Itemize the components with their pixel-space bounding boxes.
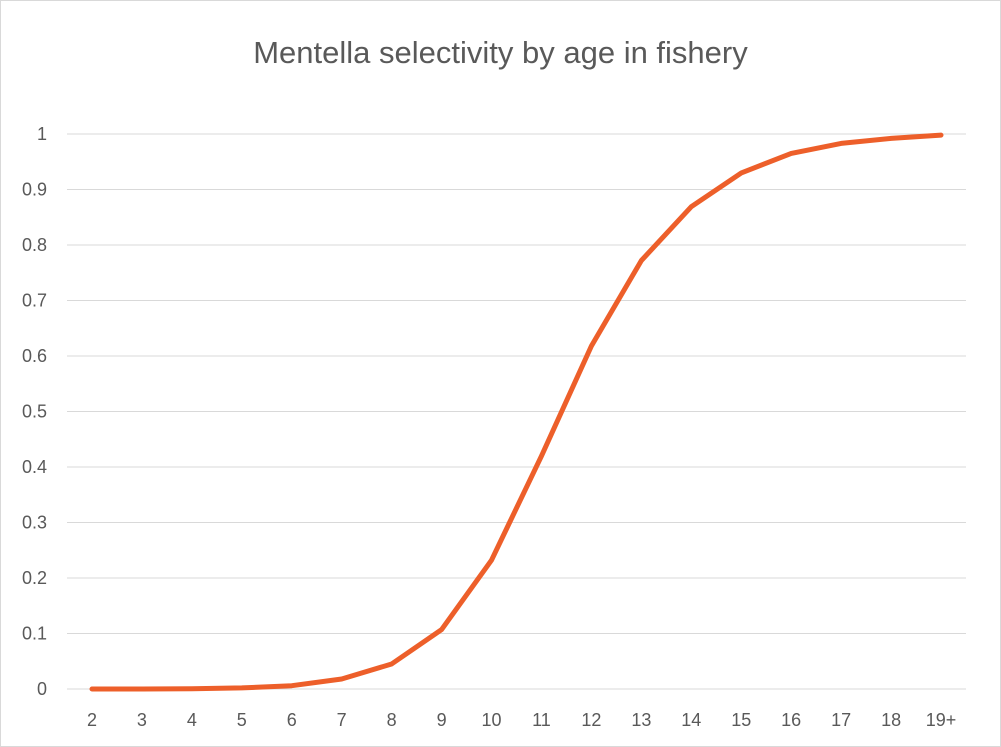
x-tick-label: 17	[831, 710, 851, 730]
series-layer	[89, 132, 944, 692]
y-tick-label: 0.7	[22, 291, 47, 311]
y-tick-label: 0.2	[22, 568, 47, 588]
y-tick-label: 0.6	[22, 346, 47, 366]
y-tick-label: 0.1	[22, 624, 47, 644]
series-line-0	[89, 132, 944, 692]
x-tick-label: 9	[437, 710, 447, 730]
x-axis-ticks: 2 3 4 5 6 7 8 9 10 11 12 13 14 15 16 17 18 19+	[87, 710, 956, 730]
gridlines	[67, 133, 966, 690]
x-tick-label: 15	[731, 710, 751, 730]
x-tick-label: 8	[387, 710, 397, 730]
x-tick-label: 5	[237, 710, 247, 730]
x-tick-label: 13	[631, 710, 651, 730]
x-tick-label: 18	[881, 710, 901, 730]
x-tick-label: 10	[482, 710, 502, 730]
y-tick-label: 0.4	[22, 457, 47, 477]
y-tick-label: 1	[37, 124, 47, 144]
y-tick-label: 0.5	[22, 402, 47, 422]
y-tick-label: 0	[37, 679, 47, 699]
x-tick-label: 7	[337, 710, 347, 730]
x-tick-label: 2	[87, 710, 97, 730]
chart-title: Mentella selectivity by age in fishery	[253, 35, 748, 70]
x-tick-label: 12	[581, 710, 601, 730]
y-axis-ticks: 0 0.1 0.2 0.3 0.4 0.5 0.6 0.7 0.8 0.9 1	[22, 124, 47, 699]
x-tick-label: 3	[137, 710, 147, 730]
x-tick-label: 16	[781, 710, 801, 730]
y-tick-label: 0.9	[22, 180, 47, 200]
x-tick-label: 14	[681, 710, 701, 730]
y-tick-label: 0.8	[22, 235, 47, 255]
x-tick-label: 19+	[926, 710, 957, 730]
x-tick-label: 11	[532, 710, 551, 730]
x-tick-label: 6	[287, 710, 297, 730]
y-tick-label: 0.3	[22, 513, 47, 533]
x-tick-label: 4	[187, 710, 197, 730]
